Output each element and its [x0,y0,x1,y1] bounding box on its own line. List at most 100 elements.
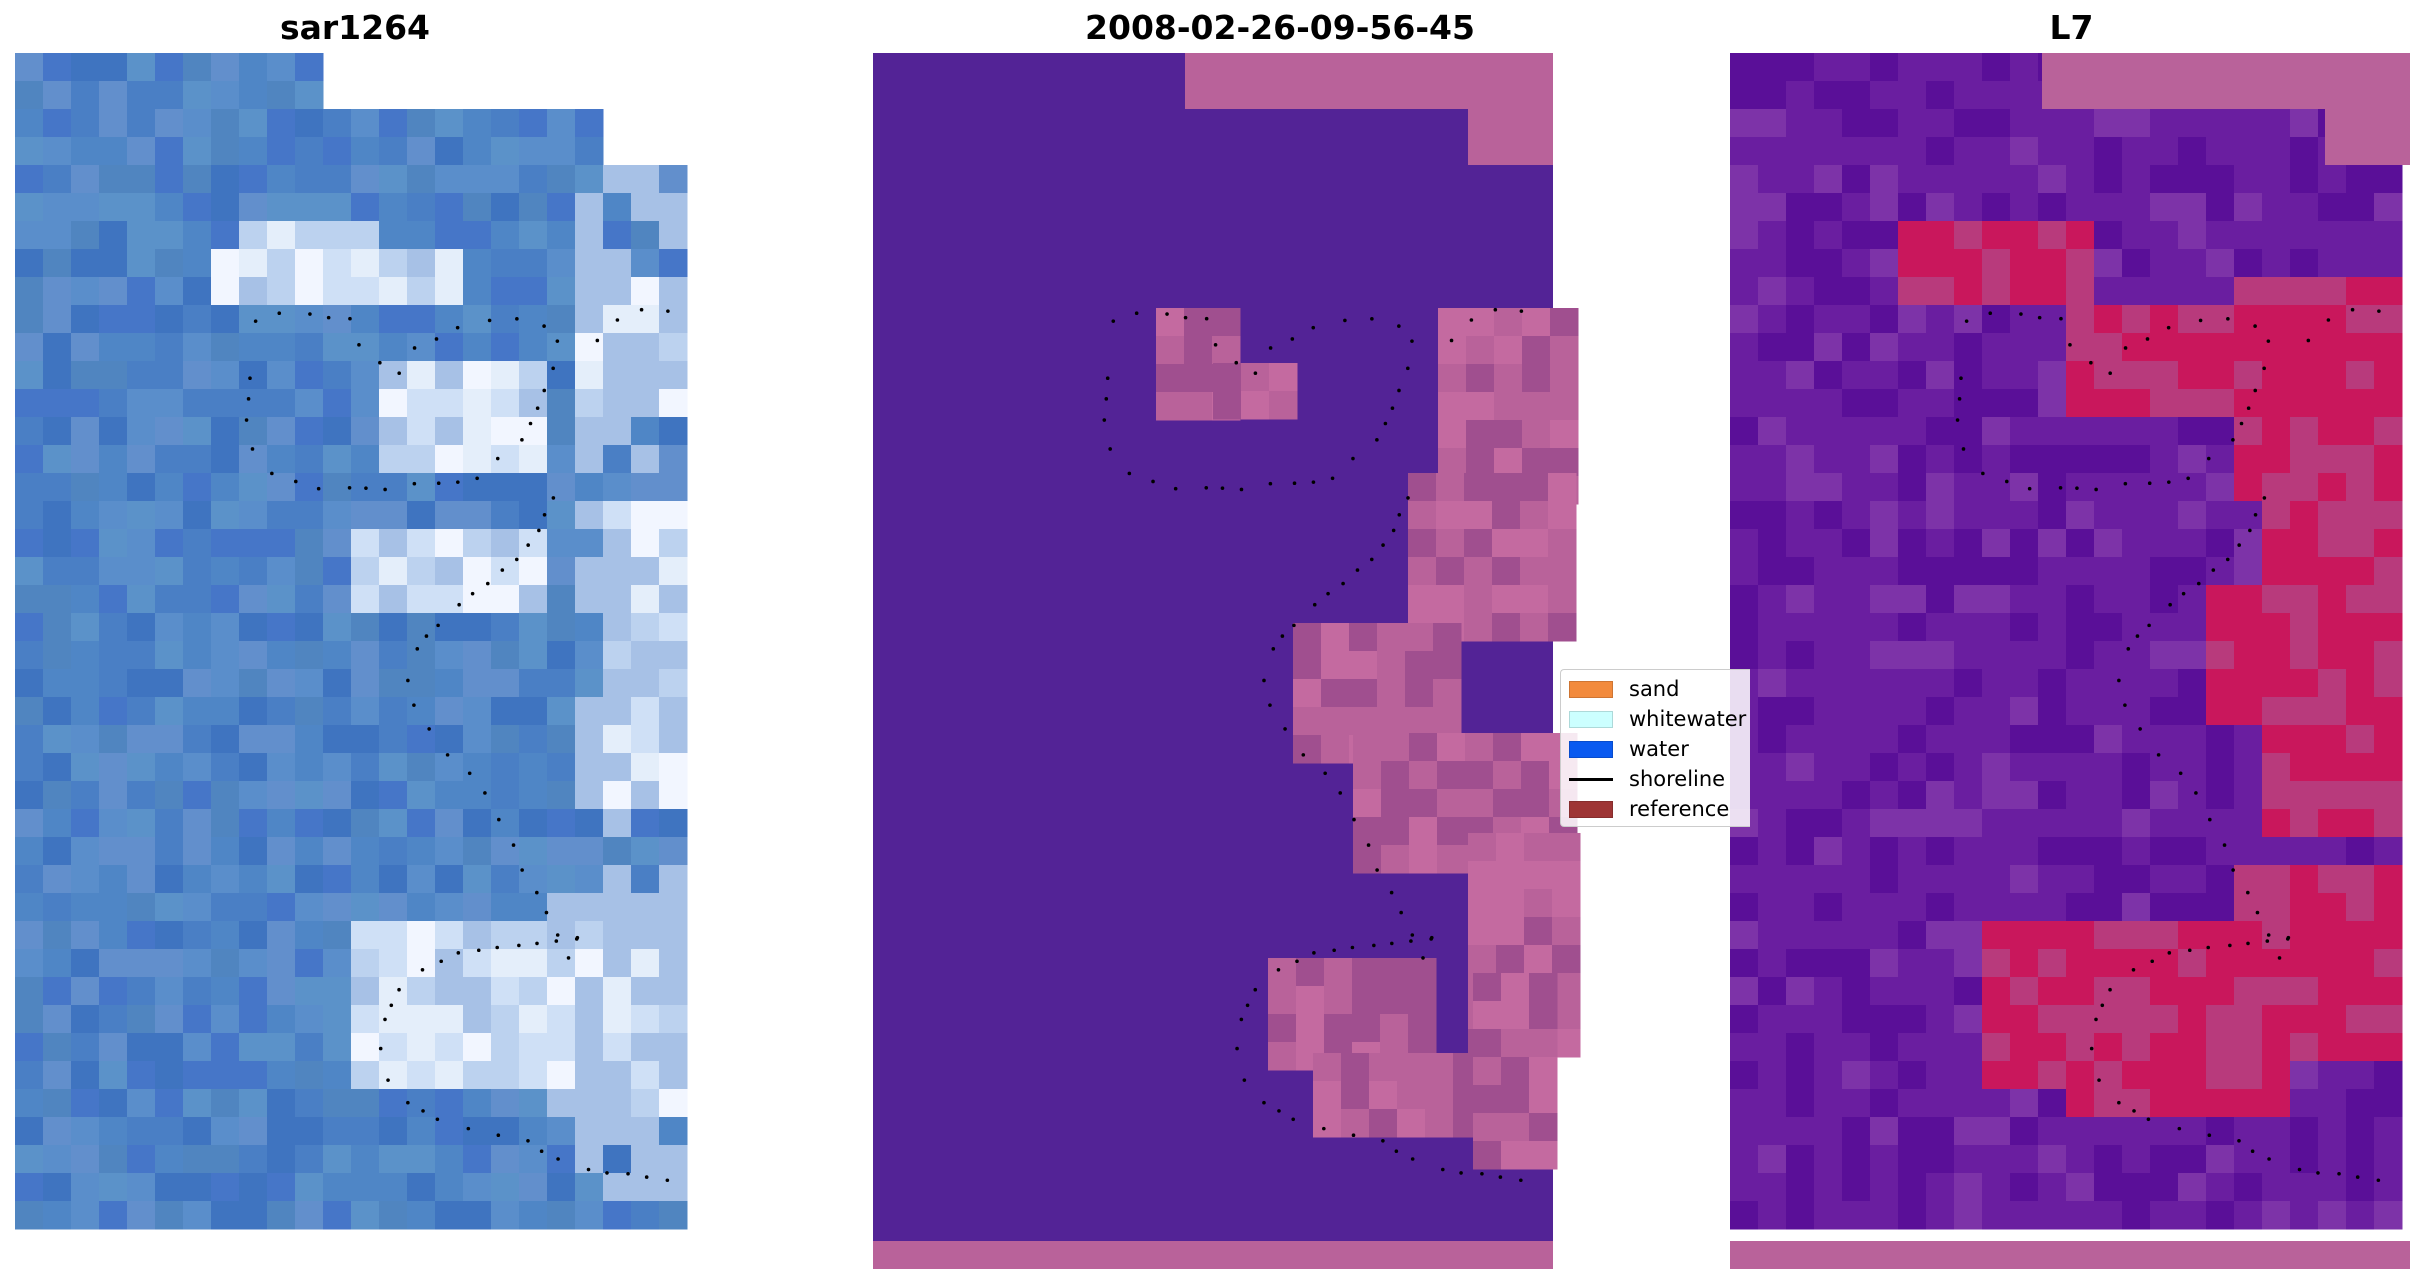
index-pixel [1786,669,1815,698]
rgb-pixel [547,725,576,754]
index-pixel [1842,501,1871,530]
index-pixel [2234,753,2263,782]
rgb-pixel [659,165,688,194]
rgb-pixel [99,249,128,278]
shoreline-point [1151,479,1155,484]
shoreline-point [2206,945,2211,950]
rgb-pixel [239,697,268,726]
index-pixel [2150,669,2179,698]
index-pixel [2374,389,2403,418]
index-pixel [2122,249,2151,278]
rgb-pixel [127,893,156,922]
rgb-pixel [267,1117,296,1146]
rgb-pixel [659,277,688,306]
rgb-pixel [491,697,520,726]
index-pixel [2374,529,2403,558]
index-pixel [1982,137,2011,166]
index-pixel [2010,221,2039,250]
rgb-pixel [575,221,604,250]
index-pixel [1758,809,1787,838]
rgb-pixel [519,977,548,1006]
rgb-pixel [211,277,240,306]
rgb-pixel [15,277,44,306]
rgb-pixel [295,137,324,166]
index-pixel [2066,613,2095,642]
index-pixel [1898,641,1927,670]
rgb-pixel [631,1145,660,1174]
sand-pixel [1494,308,1523,337]
shoreline-point [1421,956,1425,960]
index-pixel [2290,165,2319,194]
rgb-pixel [323,977,352,1006]
index-pixel [2010,249,2039,278]
index-pixel [2234,305,2263,334]
rgb-pixel [239,277,268,306]
rgb-pixel [491,333,520,362]
rgb-pixel [239,137,268,166]
rgb-pixel [99,501,128,530]
rgb-pixel [379,109,408,138]
rgb-pixel [71,1201,100,1230]
shoreline-point [2108,987,2112,992]
index-pixel [2374,417,2403,446]
sand-pixel [1293,651,1322,680]
sand-pixel [1464,585,1493,614]
rgb-pixel [547,1089,576,1118]
rgb-pixel [519,1089,548,1118]
index-pixel [2010,725,2039,754]
index-pixel [1814,613,1843,642]
index-pixel [2066,445,2095,474]
shoreline-point [2377,309,2381,313]
index-pixel [2374,305,2403,334]
index-pixel [1842,949,1871,978]
index-pixel [2178,1005,2207,1034]
rgb-pixel [631,865,660,894]
sand-pixel [1552,917,1581,946]
rgb-pixel [155,949,184,978]
rgb-pixel [435,1089,464,1118]
rgb-pixel [435,837,464,866]
index-pixel [2094,557,2123,586]
index-pixel [2262,473,2291,502]
index-pixel [2206,529,2235,558]
rgb-pixel [547,669,576,698]
shoreline-point [1370,317,1374,321]
rgb-pixel [491,1117,520,1146]
rgb-pixel [295,1173,324,1202]
rgb-pixel [295,921,324,950]
index-pixel [2346,1089,2375,1118]
index-pixel [1898,1117,1927,1146]
index-pixel [1870,753,1899,782]
rgb-pixel [351,949,380,978]
index-pixel [2122,389,2151,418]
rgb-pixel [631,389,660,418]
rgb-pixel [659,753,688,782]
rgb-pixel [631,949,660,978]
rgb-pixel [15,1145,44,1174]
rgb-pixel [99,949,128,978]
index-pixel [1870,725,1899,754]
rgb-pixel [631,1005,660,1034]
index-pixel [1954,53,1983,82]
shoreline-point [1338,791,1343,795]
index-pixel [1898,781,1927,810]
rgb-pixel [183,865,212,894]
rgb-pixel [99,529,128,558]
index-pixel [2038,417,2067,446]
index-pixel [2290,1173,2319,1202]
index-pixel [2066,557,2095,586]
index-pixel [1786,1033,1815,1062]
shoreline-point [2147,623,2151,628]
index-pixel [2038,529,2067,558]
index-pixel [1758,725,1787,754]
index-pixel [2262,893,2291,922]
rgb-pixel [379,1089,408,1118]
index-pixel [2290,893,2319,922]
index-pixel [1814,893,1843,922]
shoreline-point [456,480,460,484]
sand-pixel [1520,557,1549,586]
rgb-pixel [407,165,436,194]
index-pixel [1842,1061,1871,1090]
rgb-pixel [323,557,352,586]
rgb-pixel [519,1061,548,1090]
